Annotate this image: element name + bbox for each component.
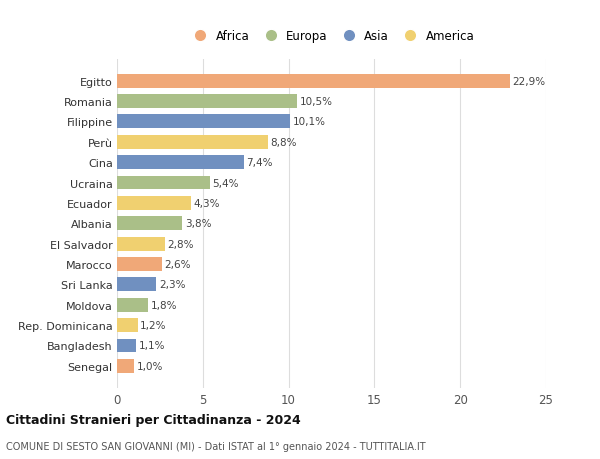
Text: 10,5%: 10,5%	[300, 97, 333, 107]
Bar	[117, 156, 244, 170]
Text: 2,8%: 2,8%	[167, 239, 194, 249]
Text: 22,9%: 22,9%	[512, 77, 545, 86]
Legend: Africa, Europa, Asia, America: Africa, Europa, Asia, America	[186, 28, 477, 45]
Text: 4,3%: 4,3%	[193, 198, 220, 208]
Bar	[117, 217, 182, 231]
Text: COMUNE DI SESTO SAN GIOVANNI (MI) - Dati ISTAT al 1° gennaio 2024 - TUTTITALIA.I: COMUNE DI SESTO SAN GIOVANNI (MI) - Dati…	[6, 441, 425, 451]
Text: 8,8%: 8,8%	[271, 138, 297, 147]
Text: 2,6%: 2,6%	[164, 259, 191, 269]
Text: 1,1%: 1,1%	[139, 341, 165, 351]
Text: Cittadini Stranieri per Cittadinanza - 2024: Cittadini Stranieri per Cittadinanza - 2…	[6, 413, 301, 426]
Bar	[117, 319, 137, 332]
Bar	[117, 95, 297, 109]
Text: 10,1%: 10,1%	[293, 117, 326, 127]
Bar	[117, 359, 134, 373]
Text: 1,8%: 1,8%	[151, 300, 177, 310]
Bar	[117, 74, 510, 89]
Text: 1,0%: 1,0%	[137, 361, 163, 371]
Text: 1,2%: 1,2%	[140, 320, 167, 330]
Bar	[117, 237, 165, 251]
Bar	[117, 257, 161, 271]
Bar	[117, 176, 209, 190]
Bar	[117, 115, 290, 129]
Bar	[117, 339, 136, 353]
Text: 7,4%: 7,4%	[247, 158, 273, 168]
Bar	[117, 298, 148, 312]
Bar	[117, 196, 191, 210]
Bar	[117, 135, 268, 149]
Text: 5,4%: 5,4%	[212, 178, 239, 188]
Text: 2,3%: 2,3%	[159, 280, 185, 290]
Text: 3,8%: 3,8%	[185, 219, 211, 229]
Bar	[117, 278, 157, 291]
